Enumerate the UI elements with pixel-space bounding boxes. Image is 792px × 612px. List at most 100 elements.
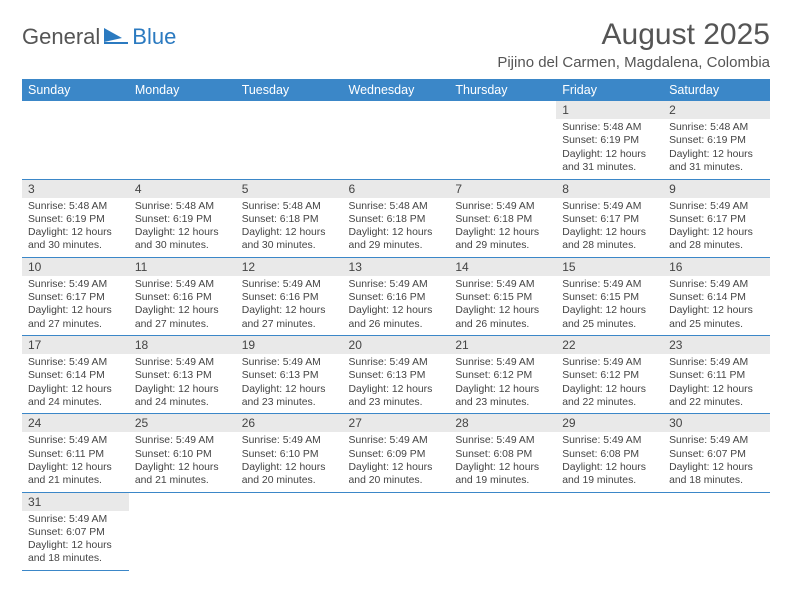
calendar-week-row: 17Sunrise: 5:49 AMSunset: 6:14 PMDayligh… <box>22 336 770 414</box>
sunrise-line: Sunrise: 5:49 AM <box>455 434 550 447</box>
day-info: Sunrise: 5:49 AMSunset: 6:17 PMDaylight:… <box>556 198 663 257</box>
sunrise-line: Sunrise: 5:49 AM <box>349 356 444 369</box>
daylight-line: Daylight: 12 hours and 25 minutes. <box>669 304 764 331</box>
day-number: 2 <box>663 101 770 119</box>
day-number: 20 <box>343 336 450 354</box>
day-info: Sunrise: 5:49 AMSunset: 6:13 PMDaylight:… <box>129 354 236 413</box>
day-number: 11 <box>129 258 236 276</box>
daylight-line: Daylight: 12 hours and 20 minutes. <box>349 461 444 488</box>
day-info: Sunrise: 5:49 AMSunset: 6:11 PMDaylight:… <box>22 432 129 491</box>
day-info: Sunrise: 5:49 AMSunset: 6:10 PMDaylight:… <box>129 432 236 491</box>
day-info: Sunrise: 5:49 AMSunset: 6:16 PMDaylight:… <box>236 276 343 335</box>
sunset-line: Sunset: 6:10 PM <box>242 448 337 461</box>
daylight-line: Daylight: 12 hours and 23 minutes. <box>455 383 550 410</box>
calendar-day-cell: 21Sunrise: 5:49 AMSunset: 6:12 PMDayligh… <box>449 336 556 414</box>
day-number: 29 <box>556 414 663 432</box>
logo-text-general: General <box>22 24 100 50</box>
sunset-line: Sunset: 6:09 PM <box>349 448 444 461</box>
sunrise-line: Sunrise: 5:49 AM <box>28 356 123 369</box>
calendar-empty-cell <box>129 101 236 179</box>
day-number: 6 <box>343 180 450 198</box>
weekday-header: Sunday <box>22 79 129 101</box>
sunrise-line: Sunrise: 5:49 AM <box>349 278 444 291</box>
day-number: 31 <box>22 493 129 511</box>
calendar-day-cell: 7Sunrise: 5:49 AMSunset: 6:18 PMDaylight… <box>449 179 556 257</box>
day-number: 24 <box>22 414 129 432</box>
sunrise-line: Sunrise: 5:49 AM <box>669 434 764 447</box>
day-info: Sunrise: 5:48 AMSunset: 6:18 PMDaylight:… <box>343 198 450 257</box>
sunset-line: Sunset: 6:13 PM <box>135 369 230 382</box>
calendar-day-cell: 31Sunrise: 5:49 AMSunset: 6:07 PMDayligh… <box>22 492 129 570</box>
daylight-line: Daylight: 12 hours and 31 minutes. <box>562 148 657 175</box>
logo: General Blue <box>22 24 176 50</box>
weekday-header: Thursday <box>449 79 556 101</box>
sunset-line: Sunset: 6:17 PM <box>28 291 123 304</box>
day-info: Sunrise: 5:49 AMSunset: 6:18 PMDaylight:… <box>449 198 556 257</box>
logo-text-blue: Blue <box>132 24 176 50</box>
day-number: 9 <box>663 180 770 198</box>
day-info: Sunrise: 5:49 AMSunset: 6:15 PMDaylight:… <box>556 276 663 335</box>
day-info: Sunrise: 5:49 AMSunset: 6:08 PMDaylight:… <box>556 432 663 491</box>
calendar-empty-cell <box>556 492 663 570</box>
page-subtitle: Pijino del Carmen, Magdalena, Colombia <box>497 54 770 71</box>
sunset-line: Sunset: 6:19 PM <box>135 213 230 226</box>
daylight-line: Daylight: 12 hours and 18 minutes. <box>669 461 764 488</box>
sunrise-line: Sunrise: 5:49 AM <box>242 356 337 369</box>
calendar-day-cell: 11Sunrise: 5:49 AMSunset: 6:16 PMDayligh… <box>129 257 236 335</box>
sunrise-line: Sunrise: 5:49 AM <box>562 278 657 291</box>
sunset-line: Sunset: 6:12 PM <box>455 369 550 382</box>
sunset-line: Sunset: 6:17 PM <box>669 213 764 226</box>
calendar-day-cell: 8Sunrise: 5:49 AMSunset: 6:17 PMDaylight… <box>556 179 663 257</box>
sunset-line: Sunset: 6:18 PM <box>349 213 444 226</box>
sunset-line: Sunset: 6:07 PM <box>669 448 764 461</box>
day-info: Sunrise: 5:49 AMSunset: 6:16 PMDaylight:… <box>343 276 450 335</box>
daylight-line: Daylight: 12 hours and 20 minutes. <box>242 461 337 488</box>
daylight-line: Daylight: 12 hours and 18 minutes. <box>28 539 123 566</box>
daylight-line: Daylight: 12 hours and 22 minutes. <box>669 383 764 410</box>
weekday-header: Tuesday <box>236 79 343 101</box>
day-number: 19 <box>236 336 343 354</box>
sunset-line: Sunset: 6:14 PM <box>669 291 764 304</box>
sunset-line: Sunset: 6:08 PM <box>455 448 550 461</box>
day-number: 4 <box>129 180 236 198</box>
sunrise-line: Sunrise: 5:49 AM <box>562 434 657 447</box>
day-number: 12 <box>236 258 343 276</box>
calendar-empty-cell <box>22 101 129 179</box>
sunrise-line: Sunrise: 5:49 AM <box>669 200 764 213</box>
sunrise-line: Sunrise: 5:49 AM <box>669 356 764 369</box>
weekday-header: Friday <box>556 79 663 101</box>
day-number: 16 <box>663 258 770 276</box>
daylight-line: Daylight: 12 hours and 30 minutes. <box>242 226 337 253</box>
day-info: Sunrise: 5:48 AMSunset: 6:18 PMDaylight:… <box>236 198 343 257</box>
calendar-empty-cell <box>343 492 450 570</box>
day-info: Sunrise: 5:49 AMSunset: 6:12 PMDaylight:… <box>449 354 556 413</box>
sunset-line: Sunset: 6:13 PM <box>349 369 444 382</box>
day-info: Sunrise: 5:49 AMSunset: 6:16 PMDaylight:… <box>129 276 236 335</box>
day-info: Sunrise: 5:49 AMSunset: 6:10 PMDaylight:… <box>236 432 343 491</box>
sunset-line: Sunset: 6:15 PM <box>562 291 657 304</box>
calendar-day-cell: 25Sunrise: 5:49 AMSunset: 6:10 PMDayligh… <box>129 414 236 492</box>
sunset-line: Sunset: 6:11 PM <box>28 448 123 461</box>
sunrise-line: Sunrise: 5:48 AM <box>562 121 657 134</box>
sunrise-line: Sunrise: 5:48 AM <box>242 200 337 213</box>
daylight-line: Daylight: 12 hours and 23 minutes. <box>349 383 444 410</box>
daylight-line: Daylight: 12 hours and 19 minutes. <box>562 461 657 488</box>
calendar-day-cell: 24Sunrise: 5:49 AMSunset: 6:11 PMDayligh… <box>22 414 129 492</box>
daylight-line: Daylight: 12 hours and 29 minutes. <box>455 226 550 253</box>
sunrise-line: Sunrise: 5:49 AM <box>562 200 657 213</box>
day-info: Sunrise: 5:48 AMSunset: 6:19 PMDaylight:… <box>129 198 236 257</box>
day-info: Sunrise: 5:49 AMSunset: 6:15 PMDaylight:… <box>449 276 556 335</box>
day-info: Sunrise: 5:49 AMSunset: 6:09 PMDaylight:… <box>343 432 450 491</box>
calendar-day-cell: 3Sunrise: 5:48 AMSunset: 6:19 PMDaylight… <box>22 179 129 257</box>
calendar-day-cell: 14Sunrise: 5:49 AMSunset: 6:15 PMDayligh… <box>449 257 556 335</box>
sunset-line: Sunset: 6:18 PM <box>455 213 550 226</box>
sunrise-line: Sunrise: 5:48 AM <box>349 200 444 213</box>
sunrise-line: Sunrise: 5:49 AM <box>669 278 764 291</box>
sunset-line: Sunset: 6:13 PM <box>242 369 337 382</box>
calendar-empty-cell <box>449 101 556 179</box>
day-number: 14 <box>449 258 556 276</box>
calendar-day-cell: 2Sunrise: 5:48 AMSunset: 6:19 PMDaylight… <box>663 101 770 179</box>
day-info: Sunrise: 5:49 AMSunset: 6:14 PMDaylight:… <box>22 354 129 413</box>
day-info: Sunrise: 5:49 AMSunset: 6:13 PMDaylight:… <box>236 354 343 413</box>
sunset-line: Sunset: 6:16 PM <box>242 291 337 304</box>
